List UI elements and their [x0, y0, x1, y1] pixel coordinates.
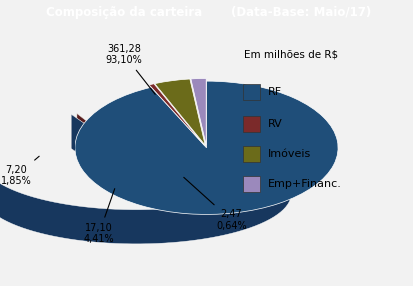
Text: Composição da carteira: Composição da carteira	[46, 6, 202, 19]
Text: Imóveis: Imóveis	[267, 149, 311, 159]
Text: RV: RV	[267, 119, 282, 129]
Wedge shape	[155, 79, 205, 145]
Wedge shape	[149, 84, 204, 145]
Polygon shape	[0, 160, 291, 244]
Text: Em milhões de R$: Em milhões de R$	[244, 49, 338, 59]
Bar	[242, 84, 260, 100]
Polygon shape	[77, 114, 136, 194]
Text: 361,28
93,10%: 361,28 93,10%	[106, 44, 155, 94]
Bar	[242, 116, 260, 132]
Text: (Data-Base: Maio/17): (Data-Base: Maio/17)	[231, 6, 372, 19]
Text: RF: RF	[267, 87, 282, 97]
Text: 17,10
4,41%: 17,10 4,41%	[84, 189, 115, 244]
Polygon shape	[77, 114, 136, 194]
Text: Emp+Financ.: Emp+Financ.	[267, 179, 341, 189]
Text: 7,20
1,85%: 7,20 1,85%	[1, 156, 39, 186]
Wedge shape	[75, 81, 338, 214]
Bar	[242, 176, 260, 192]
Polygon shape	[118, 110, 136, 194]
Polygon shape	[71, 114, 136, 194]
Polygon shape	[71, 114, 136, 194]
Wedge shape	[191, 78, 206, 145]
Text: 2,47
0,64%: 2,47 0,64%	[184, 177, 247, 231]
Bar	[242, 146, 260, 162]
Polygon shape	[118, 110, 136, 194]
